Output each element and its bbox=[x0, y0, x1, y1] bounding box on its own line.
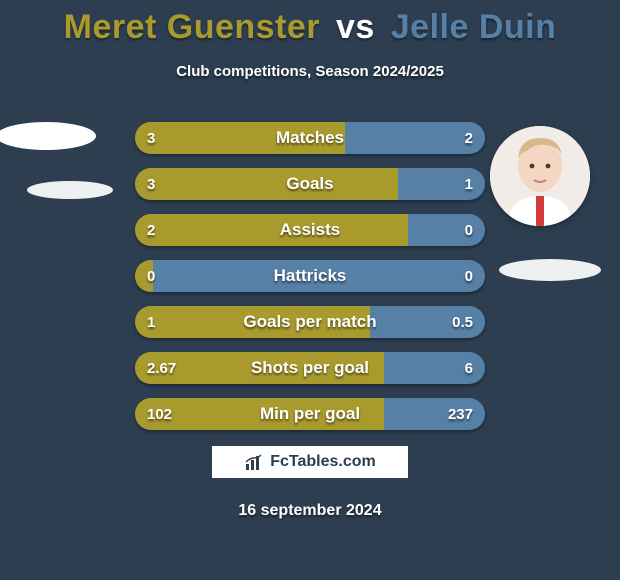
stat-bars: 3Matches23Goals12Assists00Hattricks01Goa… bbox=[135, 122, 485, 444]
stat-label: Goals per match bbox=[135, 306, 485, 338]
stat-label: Assists bbox=[135, 214, 485, 246]
stat-label: Shots per goal bbox=[135, 352, 485, 384]
player2-shadow-ellipse bbox=[499, 259, 601, 281]
logo-text: FcTables.com bbox=[270, 453, 376, 471]
player2-avatar bbox=[490, 126, 590, 226]
date-text: 16 september 2024 bbox=[0, 502, 620, 520]
stat-value-right: 0.5 bbox=[452, 306, 473, 338]
stat-value-right: 237 bbox=[448, 398, 473, 430]
stat-label: Matches bbox=[135, 122, 485, 154]
stat-row: 2Assists0 bbox=[135, 214, 485, 246]
player1-avatar-placeholder bbox=[0, 122, 96, 150]
stat-label: Min per goal bbox=[135, 398, 485, 430]
person-icon bbox=[490, 126, 590, 226]
stat-value-right: 0 bbox=[465, 214, 473, 246]
stat-value-right: 2 bbox=[465, 122, 473, 154]
stat-value-right: 0 bbox=[465, 260, 473, 292]
stat-row: 102Min per goal237 bbox=[135, 398, 485, 430]
stat-row: 2.67Shots per goal6 bbox=[135, 352, 485, 384]
fctables-logo: FcTables.com bbox=[211, 445, 409, 479]
bar-chart-icon bbox=[244, 452, 264, 472]
stat-row: 3Goals1 bbox=[135, 168, 485, 200]
comparison-title: Meret Guenster vs Jelle Duin bbox=[0, 0, 620, 47]
player2-name: Jelle Duin bbox=[391, 8, 557, 46]
stat-value-right: 6 bbox=[465, 352, 473, 384]
player1-name: Meret Guenster bbox=[64, 8, 320, 46]
vs-word: vs bbox=[336, 8, 375, 46]
stat-value-right: 1 bbox=[465, 168, 473, 200]
stat-row: 3Matches2 bbox=[135, 122, 485, 154]
stat-label: Hattricks bbox=[135, 260, 485, 292]
player1-shadow-ellipse bbox=[27, 181, 113, 199]
stat-label: Goals bbox=[135, 168, 485, 200]
stat-row: 1Goals per match0.5 bbox=[135, 306, 485, 338]
stat-row: 0Hattricks0 bbox=[135, 260, 485, 292]
comparison-subtitle: Club competitions, Season 2024/2025 bbox=[0, 63, 620, 80]
